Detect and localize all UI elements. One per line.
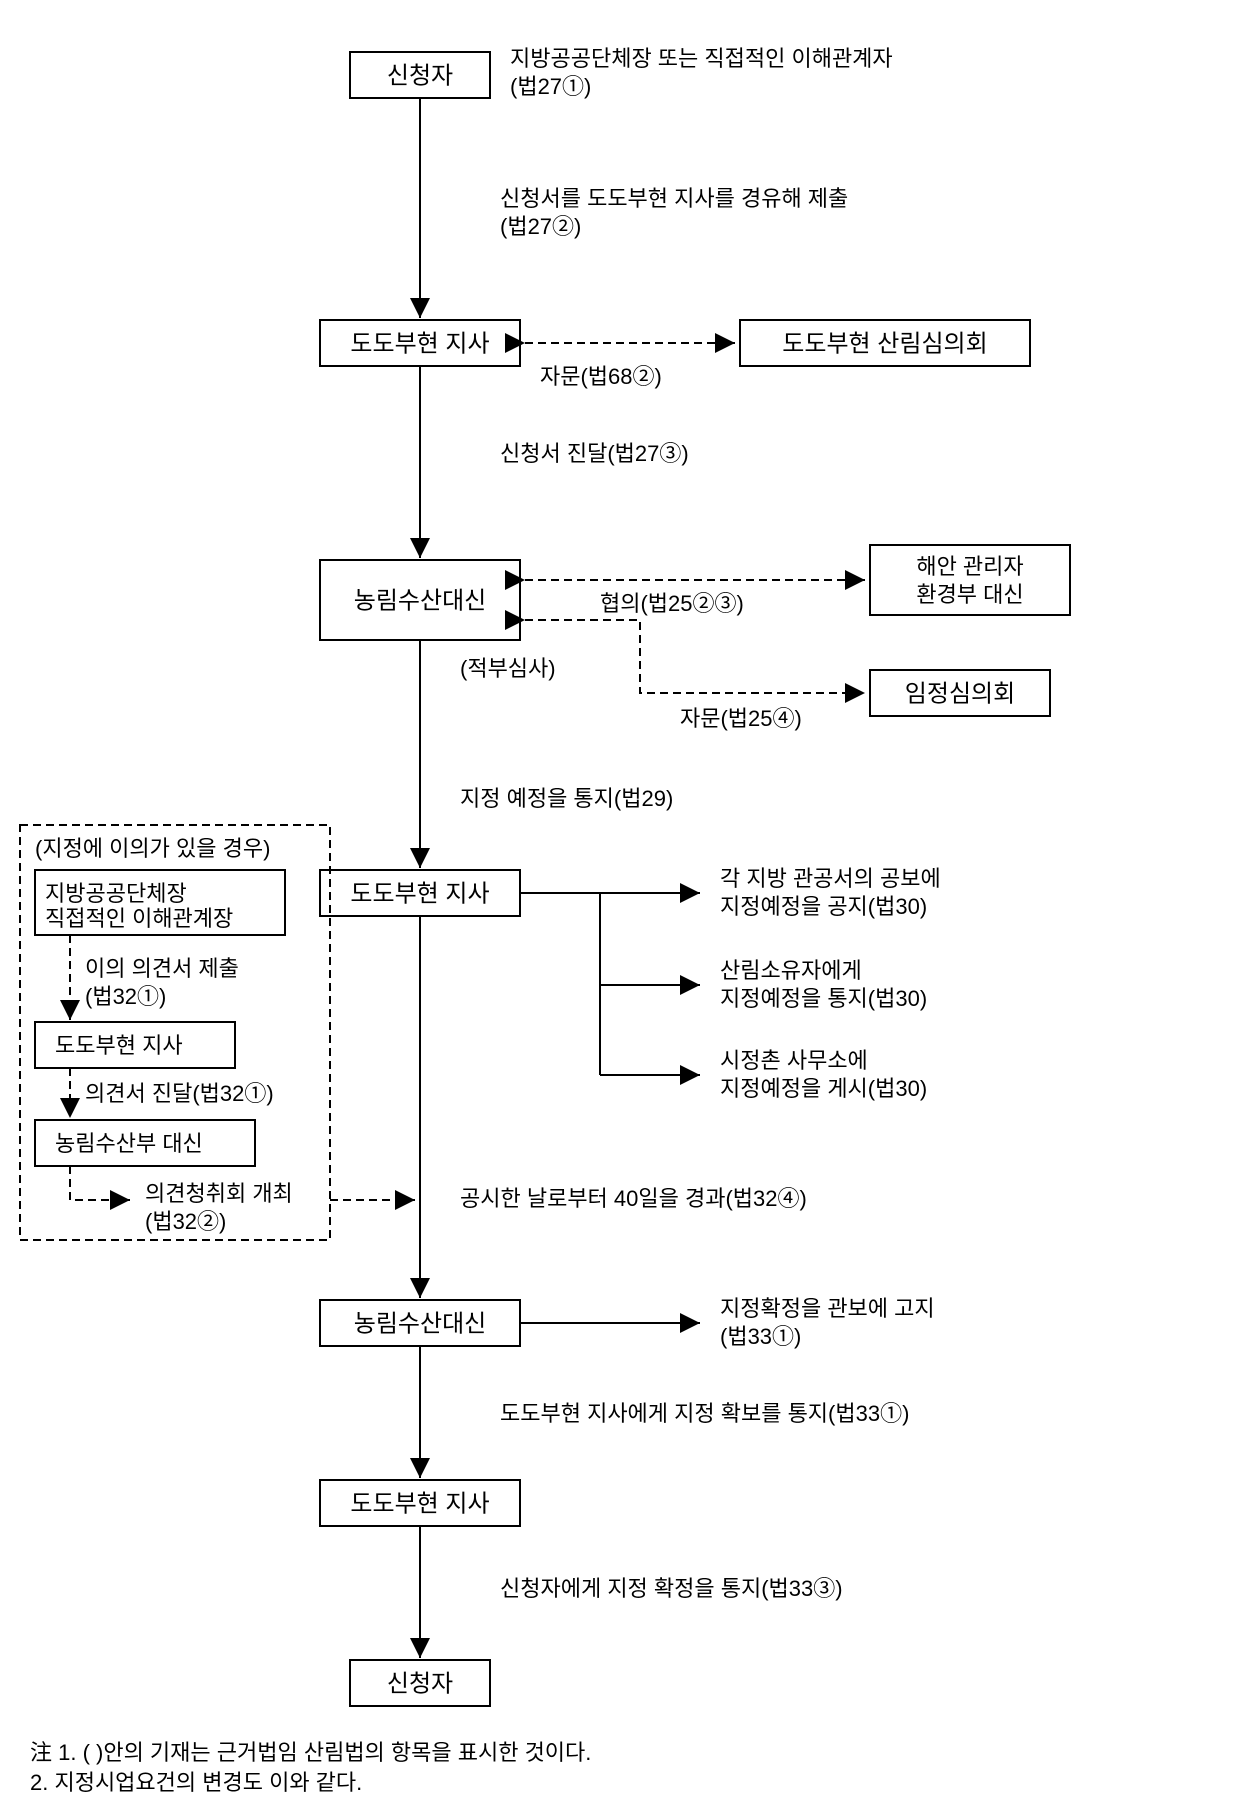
- edge-n2-council-label: 자문(법68②): [540, 364, 662, 389]
- node-governor-2-label: 도도부현 지사: [350, 880, 489, 907]
- node-governor-3-label: 도도부현 지사: [350, 1490, 489, 1517]
- node-applicant-bottom-label: 신청자: [387, 1670, 453, 1697]
- objection-e1-b: (법32①): [85, 984, 166, 1009]
- edge-n5-n6-label: 도도부현 지사에게 지정 확보를 통지(법33①): [500, 1401, 909, 1426]
- n4-out1-b: 지정예정을 공지(법30): [720, 894, 927, 919]
- n4-out3-b: 지정예정을 게시(법30): [720, 1076, 927, 1101]
- edge-n3-coast-label: 협의(법25②③): [600, 591, 744, 616]
- node-env-label: 환경부 대신: [916, 582, 1023, 607]
- edge-n1-n2-label-b: (법27②): [500, 214, 581, 239]
- edge-n1-n2-label-a: 신청서를 도도부현 지사를 경유해 제출: [500, 186, 848, 211]
- n4-out2-a: 산림소유자에게: [720, 958, 862, 983]
- edge-n3-forestry: [525, 620, 865, 693]
- node-forestry-council-label: 임정심의회: [905, 680, 1015, 707]
- n5-out-b: (법33①): [720, 1324, 801, 1349]
- node-minister-2-label: 농림수산대신: [354, 1310, 486, 1337]
- objection-e3-a: 의견청취회 개최: [145, 1181, 293, 1206]
- edge-n3-n4-label: 지정 예정을 통지(법29): [460, 786, 673, 811]
- objection-title: (지정에 이의가 있을 경우): [35, 836, 270, 861]
- edge-n3-mid-label: (적부심사): [460, 656, 556, 681]
- node-applicant-top-label: 신청자: [387, 62, 453, 89]
- footnote-1: 注 1. ( )안의 기재는 근거법임 산림법의 항목을 표시한 것이다.: [30, 1740, 591, 1765]
- node-governor-1-label: 도도부현 지사: [350, 330, 489, 357]
- annotation-applicant-law: (법27①): [510, 74, 591, 99]
- objection-n1-a: 지방공공단체장: [45, 881, 187, 906]
- edge-n3-forestry-label: 자문(법25④): [680, 706, 802, 731]
- objection-n1-b: 직접적인 이해관계장: [45, 906, 233, 931]
- flowchart-canvas: 신청자 지방공공단체장 또는 직접적인 이해관계자 (법27①) 신청서를 도도…: [0, 0, 1252, 1814]
- objection-n3-label: 농림수산부 대신: [55, 1131, 203, 1156]
- objection-e2-label: 의견서 진달(법32①): [85, 1081, 274, 1106]
- node-minister-1-label: 농림수산대신: [354, 587, 486, 614]
- n4-out3-a: 시정촌 사무소에: [720, 1048, 868, 1073]
- objection-e1-a: 이의 의견서 제출: [85, 956, 239, 981]
- n5-out-a: 지정확정을 관보에 고지: [720, 1296, 935, 1321]
- annotation-applicant-desc: 지방공공단체장 또는 직접적인 이해관계자: [510, 46, 893, 71]
- footnote-2: 2. 지정시업요건의 변경도 이와 같다.: [30, 1770, 362, 1795]
- objection-e3: [70, 1166, 130, 1200]
- n4-out1-a: 각 지방 관공서의 공보에: [720, 866, 941, 891]
- objection-n2-label: 도도부현 지사: [55, 1033, 183, 1058]
- node-coast-label: 해안 관리자: [916, 554, 1023, 579]
- node-forest-council-label: 도도부현 산림심의회: [782, 330, 987, 357]
- edge-n6-n7-label: 신청자에게 지정 확정을 통지(법33③): [500, 1576, 843, 1601]
- n4-out2-b: 지정예정을 통지(법30): [720, 986, 927, 1011]
- edge-n4-n5-label: 공시한 날로부터 40일을 경과(법32④): [460, 1186, 807, 1211]
- objection-e3-b: (법32②): [145, 1209, 226, 1234]
- edge-n2-n3-label: 신청서 진달(법27③): [500, 441, 689, 466]
